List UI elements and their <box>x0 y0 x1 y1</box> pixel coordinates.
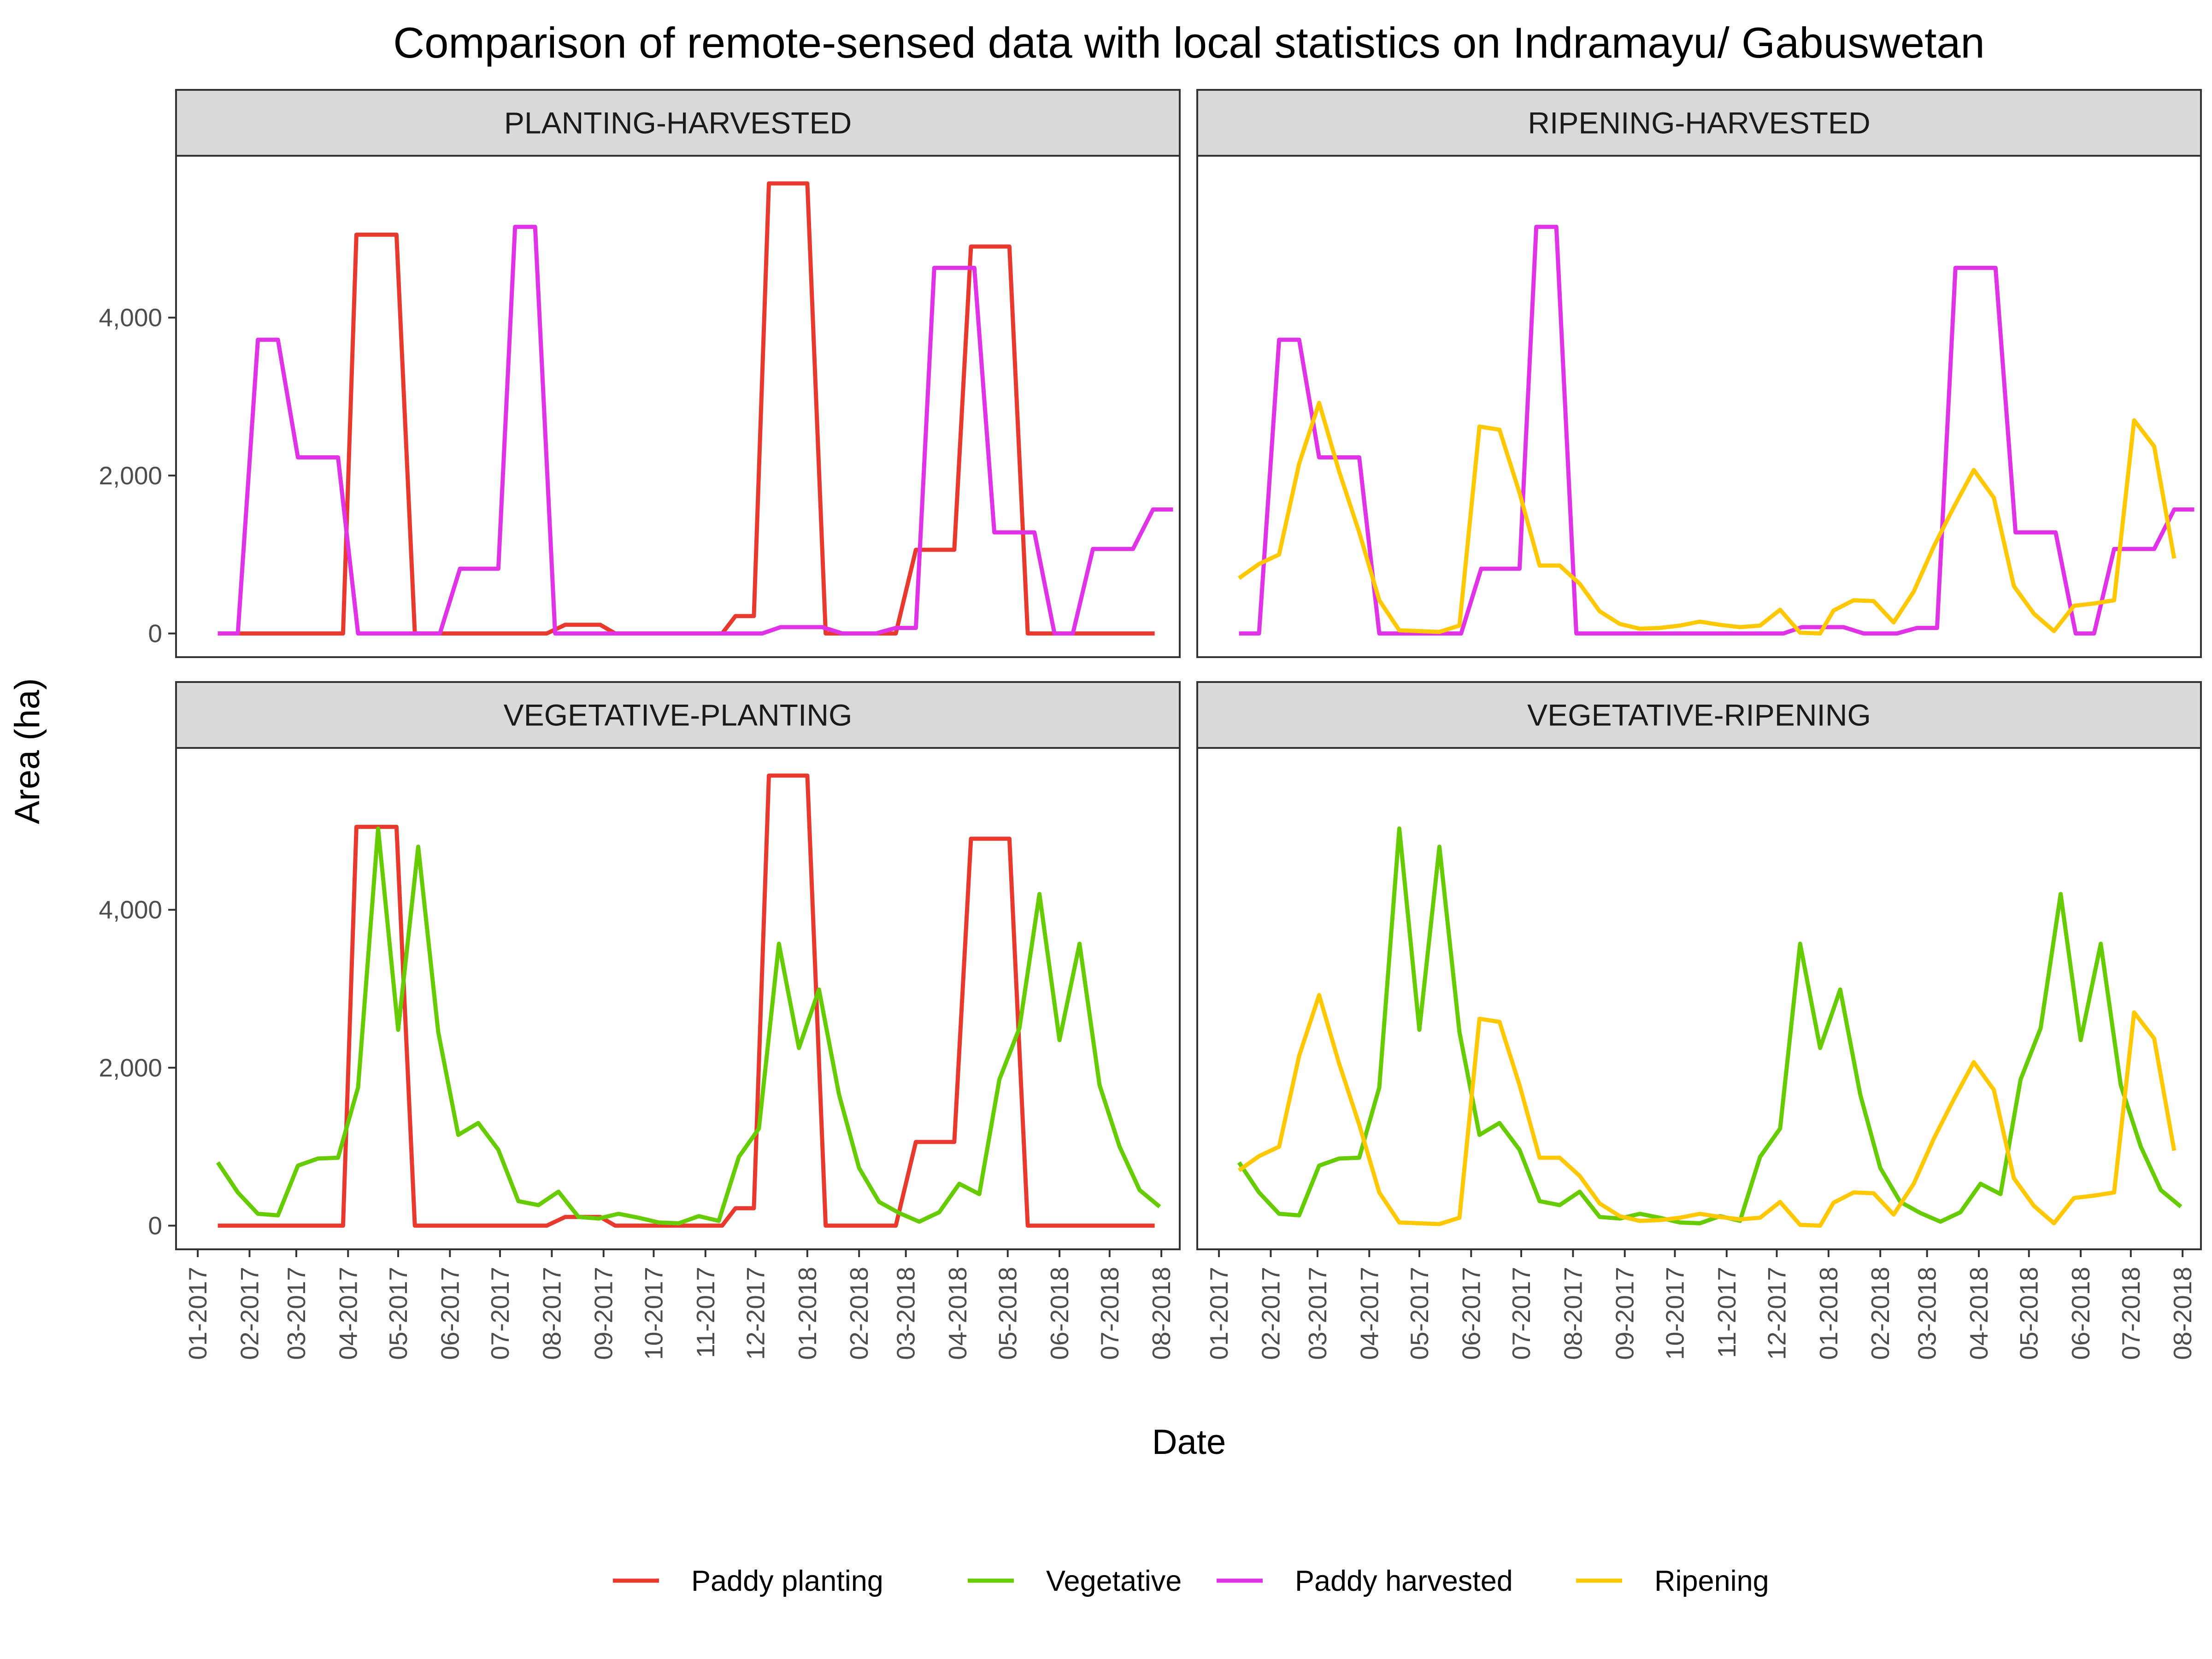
x-tick-label: 05-2018 <box>994 1267 1022 1360</box>
x-tick-label: 06-2018 <box>2066 1267 2095 1360</box>
x-tick-label: 04-2018 <box>1965 1267 1993 1360</box>
x-tick-label: 08-2017 <box>1559 1267 1587 1360</box>
x-tick-label: 12-2017 <box>741 1267 770 1360</box>
x-tick-label: 01-2018 <box>793 1267 822 1360</box>
x-tick-label: 02-2017 <box>235 1267 264 1360</box>
legend-item-ripening: Ripening <box>1576 1565 1769 1597</box>
x-tick-label: 08-2018 <box>2168 1267 2197 1360</box>
series-line-paddy-harvested <box>218 224 1173 636</box>
x-tick-label: 03-2017 <box>1303 1267 1332 1360</box>
panel-background <box>175 155 1181 658</box>
x-tick-label: 11-2017 <box>1712 1267 1741 1358</box>
facet-strip <box>1196 681 2202 749</box>
x-tick-label: 10-2017 <box>1660 1267 1689 1360</box>
x-tick-label: 03-2018 <box>1913 1267 1941 1360</box>
facet-strip-label: PLANTING-HARVESTED <box>504 106 852 140</box>
y-tick-label: 4,000 <box>99 895 162 924</box>
x-axis-title: Date <box>1152 1423 1226 1462</box>
facet-panel: RIPENING-HARVESTED <box>1196 89 2202 658</box>
legend: Paddy planting Vegetative Paddy harvested R… <box>613 1565 1769 1597</box>
facet-strip-label: VEGETATIVE-RIPENING <box>1527 698 1871 732</box>
legend-item-paddy-harvested: Paddy harvested <box>1217 1565 1513 1597</box>
series-line-ripening <box>1237 400 2177 636</box>
chart-title: Comparison of remote-sensed data with lo… <box>393 18 1985 67</box>
x-tick-label: 03-2018 <box>892 1267 920 1360</box>
x-tick-label: 01-2017 <box>1205 1267 1233 1360</box>
series-line-ripening <box>1237 993 2177 1228</box>
y-tick-label: 0 <box>148 1212 162 1240</box>
legend-label: Vegetative <box>1046 1565 1182 1597</box>
facet-strip-label: RIPENING-HARVESTED <box>1528 106 1870 140</box>
panel-background <box>1196 747 2202 1250</box>
x-tick-label: 05-2018 <box>2015 1267 2043 1360</box>
facet-strip <box>175 681 1181 749</box>
series-line-paddy-planting <box>218 773 1155 1228</box>
legend-item-vegetative: Vegetative <box>968 1565 1182 1597</box>
x-tick-label: 02-2018 <box>845 1267 873 1360</box>
panel-background <box>1196 155 2202 658</box>
x-tick-label: 09-2017 <box>589 1267 618 1360</box>
facet-panel: VEGETATIVE-PLANTING 0 2,000 4,000 01-2017 02-… <box>99 681 1181 1360</box>
x-tick-label: 04-2018 <box>943 1267 972 1360</box>
x-tick-label: 04-2017 <box>334 1267 362 1360</box>
series-line-vegetative <box>216 826 1161 1225</box>
x-tick-label: 02-2017 <box>1256 1267 1285 1360</box>
x-tick-label: 07-2018 <box>2117 1267 2145 1360</box>
y-tick-label: 0 <box>148 619 162 648</box>
x-tick-label: 06-2017 <box>1457 1267 1485 1360</box>
x-tick-label: 09-2017 <box>1611 1267 1639 1360</box>
facet-strip-label: VEGETATIVE-PLANTING <box>504 698 853 732</box>
y-tick-label: 2,000 <box>99 461 162 490</box>
x-tick-label: 06-2017 <box>435 1267 464 1360</box>
x-tick-label: 07-2017 <box>486 1267 514 1360</box>
y-tick-label: 4,000 <box>99 303 162 332</box>
y-tick-label: 2,000 <box>99 1053 162 1082</box>
legend-label: Paddy planting <box>691 1565 883 1597</box>
facet-strip <box>175 89 1181 157</box>
x-tick-label: 07-2018 <box>1095 1267 1124 1360</box>
legend-label: Paddy harvested <box>1295 1565 1513 1597</box>
x-tick-label: 03-2017 <box>282 1267 311 1360</box>
x-tick-label: 07-2017 <box>1507 1267 1535 1360</box>
x-tick-label: 11-2017 <box>691 1267 720 1358</box>
series-line-vegetative <box>1237 826 2183 1225</box>
x-tick-label: 08-2018 <box>1147 1267 1176 1360</box>
x-tick-label: 05-2017 <box>1405 1267 1434 1360</box>
facet-panel: VEGETATIVE-RIPENING 01-2017 02-2017 03-2017… <box>1196 681 2202 1360</box>
x-tick-label: 06-2018 <box>1045 1267 1074 1360</box>
x-tick-label: 10-2017 <box>639 1267 668 1360</box>
x-tick-label: 05-2017 <box>384 1267 412 1360</box>
x-tick-label: 01-2018 <box>1814 1267 1843 1360</box>
facet-panels: PLANTING-HARVESTED 0 2,000 4,000 RIPENING-HA… <box>99 89 2202 1360</box>
x-tick-label: 01-2017 <box>183 1267 212 1360</box>
legend-label: Ripening <box>1654 1565 1769 1597</box>
panel-background <box>175 747 1181 1250</box>
series-line-paddy-planting <box>218 181 1155 636</box>
x-tick-label: 12-2017 <box>1763 1267 1791 1360</box>
facet-panel: PLANTING-HARVESTED 0 2,000 4,000 <box>99 89 1181 658</box>
legend-item-paddy-planting: Paddy planting <box>613 1565 883 1597</box>
x-tick-label: 04-2017 <box>1355 1267 1383 1360</box>
x-tick-label: 08-2017 <box>537 1267 566 1360</box>
y-axis-title: Area (ha) <box>8 678 47 824</box>
x-tick-label: 02-2018 <box>1866 1267 1894 1360</box>
